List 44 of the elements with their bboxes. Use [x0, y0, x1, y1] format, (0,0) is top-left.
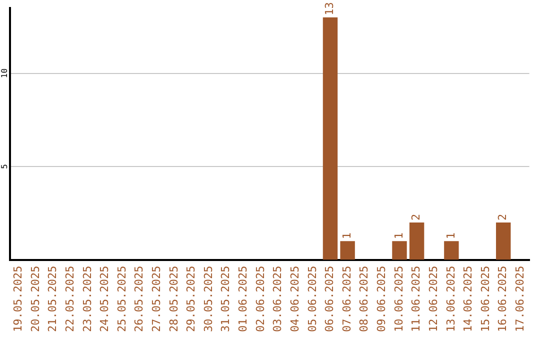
x-tick-label: 27.05.2025 [150, 266, 163, 332]
x-tick-label: 24.05.2025 [98, 266, 112, 332]
x-tick-label: 06.06.2025 [323, 266, 336, 332]
x-tick-label: 09.06.2025 [375, 266, 388, 332]
x-tick-label: 31.05.2025 [219, 266, 232, 332]
data-label: 2 [496, 214, 510, 220]
x-tick-label: 19.05.2025 [12, 266, 25, 332]
bar [409, 222, 424, 260]
x-tick-label: 21.05.2025 [46, 266, 60, 332]
x-tick-label: 26.05.2025 [132, 266, 146, 332]
x-tick-label: 04.06.2025 [288, 266, 302, 332]
bar [322, 17, 338, 260]
bar [444, 241, 459, 260]
y-tick-label: 5 [0, 164, 10, 169]
x-tick-label: 28.05.2025 [167, 266, 180, 332]
x-tick-label: 20.05.2025 [28, 266, 42, 332]
x-tick-label: 14.06.2025 [462, 266, 475, 332]
x-tick-label: 02.06.2025 [254, 266, 267, 332]
data-label: 1 [340, 232, 354, 240]
x-tick-label: 07.06.2025 [340, 266, 354, 332]
y-tick-label: 10 [0, 68, 10, 78]
x-tick-label: 16.06.2025 [496, 266, 510, 332]
x-tick-label: 11.06.2025 [410, 266, 423, 332]
x-tick-label: 17.06.2025 [514, 266, 527, 332]
data-label: 13 [323, 2, 336, 16]
x-tick-label: 10.06.2025 [392, 266, 406, 332]
x-tick-label: 30.05.2025 [202, 266, 215, 332]
x-tick-label: 25.05.2025 [115, 266, 128, 332]
x-tick-label: 12.06.2025 [426, 266, 440, 332]
x-tick-label: 01.06.2025 [236, 266, 250, 332]
x-tick-label: 08.06.2025 [358, 266, 371, 332]
x-tick-label: 05.06.2025 [306, 266, 319, 332]
x-tick-label: 15.06.2025 [478, 266, 492, 332]
bar [340, 241, 355, 260]
x-tick-label: 22.05.2025 [63, 266, 76, 332]
data-label: 1 [444, 232, 458, 240]
x-tick-label: 29.05.2025 [184, 266, 198, 332]
x-tick-label: 23.05.2025 [80, 266, 94, 332]
x-tick-label: 13.06.2025 [444, 266, 458, 332]
x-tick-label: 03.06.2025 [271, 266, 284, 332]
data-label: 2 [410, 214, 423, 220]
bar [496, 222, 511, 260]
bar [392, 241, 407, 260]
data-label: 1 [392, 232, 406, 240]
